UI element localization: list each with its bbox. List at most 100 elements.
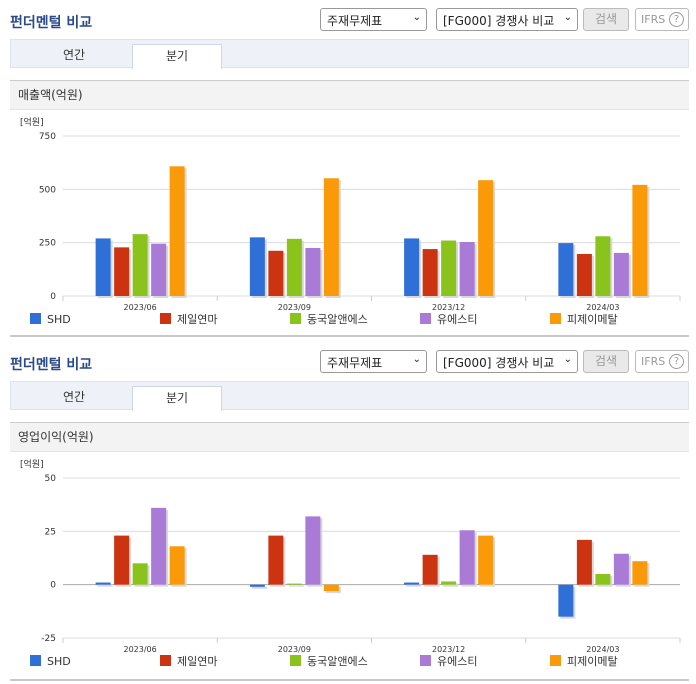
legend-label: 제일연마 bbox=[177, 313, 218, 326]
legend-label: 피제이메탈 bbox=[567, 655, 618, 668]
statement-select[interactable]: 주재무제표 ⌄ bbox=[320, 8, 427, 31]
bar bbox=[305, 248, 321, 296]
bar bbox=[169, 166, 185, 296]
bar bbox=[249, 237, 265, 296]
bar bbox=[95, 582, 111, 585]
bar bbox=[632, 561, 648, 585]
bar bbox=[151, 507, 167, 585]
bar bbox=[286, 238, 302, 296]
x-tick-label: 2023/06 bbox=[124, 645, 157, 654]
y-tick-label: 500 bbox=[39, 185, 56, 195]
y-tick-label: 750 bbox=[39, 132, 56, 142]
bar bbox=[404, 582, 420, 585]
bar bbox=[632, 184, 648, 296]
legend-item[interactable]: 유에스티 bbox=[420, 313, 477, 327]
unit-label: [억원] bbox=[20, 116, 44, 128]
tab-quarterly[interactable]: 분기 bbox=[132, 44, 222, 69]
compare-select[interactable]: [FG000] 경쟁사 비교 ⌄ bbox=[436, 8, 578, 31]
sales-chart: [억원] 0 250 500 750 2023/06 2023/09 2023/12 2024/… bbox=[20, 116, 681, 312]
chevron-down-icon: ⌄ bbox=[563, 12, 572, 23]
x-tick-label: 2023/09 bbox=[278, 303, 311, 312]
statement-select-value: 주재무제표 bbox=[327, 14, 383, 28]
operating-profit-chart: [억원] -25 0 25 50 2023/06 2023/09 2023/12 2024/03 bbox=[20, 458, 681, 654]
metric-title: 매출액(억원) bbox=[10, 80, 689, 110]
y-tick-label: 250 bbox=[39, 239, 56, 249]
bar bbox=[305, 516, 321, 585]
legend-item[interactable]: 동국알앤에스 bbox=[290, 313, 368, 327]
bar bbox=[595, 236, 611, 296]
chevron-down-icon: ⌄ bbox=[412, 12, 421, 23]
bar bbox=[132, 563, 148, 585]
bar bbox=[422, 249, 438, 296]
y-tick-label: 25 bbox=[45, 527, 56, 537]
period-tabs: 연간 분기 bbox=[10, 39, 689, 69]
bar-shadow bbox=[97, 584, 113, 587]
tab-annual[interactable]: 연간 bbox=[62, 390, 86, 404]
bar bbox=[558, 584, 574, 617]
chevron-down-icon: ⌄ bbox=[412, 354, 421, 365]
bar bbox=[613, 252, 629, 296]
bar bbox=[249, 584, 265, 587]
bar bbox=[95, 238, 111, 296]
bar bbox=[151, 243, 167, 296]
bar bbox=[459, 530, 475, 585]
search-button[interactable]: 검색 bbox=[583, 8, 629, 31]
bar bbox=[478, 535, 494, 585]
bar bbox=[323, 584, 339, 592]
legend-label: 제일연마 bbox=[177, 655, 218, 668]
bar-shadow bbox=[443, 583, 459, 587]
bar bbox=[286, 583, 302, 585]
legend-label: SHD bbox=[47, 313, 71, 326]
bar bbox=[114, 535, 130, 585]
bar-shadow bbox=[406, 584, 422, 587]
legend-swatch bbox=[30, 313, 41, 324]
bar bbox=[478, 180, 494, 296]
legend-label: 피제이메탈 bbox=[567, 313, 618, 326]
bar bbox=[323, 178, 339, 296]
bar bbox=[576, 539, 592, 585]
ifrs-label: IFRS bbox=[641, 13, 666, 26]
tab-quarterly[interactable]: 분기 bbox=[132, 386, 222, 411]
legend-item[interactable]: 제일연마 bbox=[160, 313, 217, 327]
legend-item[interactable]: 동국알앤에스 bbox=[290, 655, 368, 669]
legend-item[interactable]: SHD bbox=[30, 313, 71, 327]
bar bbox=[268, 535, 284, 585]
bar bbox=[613, 553, 629, 585]
panel-header: 펀더멘털 비교 주재무제표 ⌄ [FG000] 경쟁사 비교 ⌄ 검색 IFRS… bbox=[0, 0, 696, 38]
ifrs-button[interactable]: IFRS ? bbox=[635, 350, 689, 373]
y-tick-label: -25 bbox=[41, 634, 56, 644]
legend-item[interactable]: 피제이메탈 bbox=[550, 655, 618, 669]
legend-swatch bbox=[160, 655, 171, 666]
legend-item[interactable]: 유에스티 bbox=[420, 655, 477, 669]
divider bbox=[10, 679, 689, 681]
panel-header: 펀더멘털 비교 주재무제표 ⌄ [FG000] 경쟁사 비교 ⌄ 검색 IFRS… bbox=[0, 342, 696, 380]
statement-select[interactable]: 주재무제표 ⌄ bbox=[320, 350, 427, 373]
legend-swatch bbox=[550, 655, 561, 666]
compare-select[interactable]: [FG000] 경쟁사 비교 ⌄ bbox=[436, 350, 578, 373]
bar bbox=[459, 242, 475, 296]
x-tick-label: 2023/06 bbox=[124, 303, 157, 312]
x-tick-label: 2023/12 bbox=[432, 645, 465, 654]
divider bbox=[10, 335, 689, 337]
ifrs-button[interactable]: IFRS ? bbox=[635, 8, 689, 31]
legend-label: 동국알앤에스 bbox=[307, 655, 368, 668]
tab-annual[interactable]: 연간 bbox=[62, 48, 86, 62]
bar bbox=[422, 554, 438, 585]
legend-swatch bbox=[290, 313, 301, 324]
legend-item[interactable]: 피제이메탈 bbox=[550, 313, 618, 327]
legend-item[interactable]: 제일연마 bbox=[160, 655, 217, 669]
bar bbox=[441, 581, 457, 585]
bar-shadow bbox=[288, 585, 304, 587]
legend-swatch bbox=[420, 655, 431, 666]
legend-item[interactable]: SHD bbox=[30, 655, 71, 669]
compare-select-value: [FG000] 경쟁사 비교 bbox=[443, 14, 555, 28]
panel-title: 펀더멘털 비교 bbox=[10, 15, 93, 31]
y-tick-label: 0 bbox=[50, 581, 56, 591]
ifrs-label: IFRS bbox=[641, 355, 666, 368]
search-button[interactable]: 검색 bbox=[583, 350, 629, 373]
period-tabs: 연간 분기 bbox=[10, 381, 689, 411]
chart-legend: SHD 제일연마 동국알앤에스 유에스티 피제이메탈 bbox=[30, 313, 670, 329]
legend-swatch bbox=[30, 655, 41, 666]
panel-title: 펀더멘털 비교 bbox=[10, 357, 93, 373]
y-tick-label: 50 bbox=[45, 474, 57, 484]
